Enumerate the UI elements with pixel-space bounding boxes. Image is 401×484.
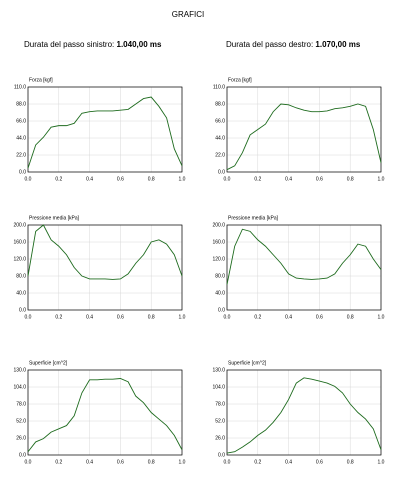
y-tick-label: 40.0 bbox=[16, 290, 26, 296]
y-tick-label: 120.0 bbox=[212, 256, 225, 262]
y-tick-label: 104.0 bbox=[13, 384, 26, 390]
x-tick-label: 0.4 bbox=[285, 314, 292, 320]
duration-value: 1.070,00 ms bbox=[315, 40, 360, 49]
x-tick-label: 0.0 bbox=[224, 459, 231, 465]
duration-label-text: Durata del passo destro: bbox=[226, 40, 313, 49]
x-tick-label: 0.4 bbox=[86, 176, 93, 182]
x-tick-label: 0.4 bbox=[86, 459, 93, 465]
y-tick-label: 160.0 bbox=[212, 239, 225, 245]
x-tick-label: 0.4 bbox=[285, 176, 292, 182]
x-tick-label: 0.8 bbox=[148, 176, 155, 182]
duration-label: Durata del passo destro: 1.070,00 ms bbox=[226, 40, 361, 49]
plot-frame bbox=[27, 86, 183, 173]
y-tick-label: 104.0 bbox=[212, 384, 225, 390]
x-tick-label: 0.2 bbox=[254, 176, 261, 182]
y-tick-label: 0.0 bbox=[218, 307, 225, 313]
data-line bbox=[226, 377, 382, 454]
y-tick-label: 52.0 bbox=[16, 418, 26, 424]
y-tick-label: 78.0 bbox=[16, 401, 26, 407]
x-tick-label: 0.8 bbox=[347, 314, 354, 320]
x-tick-label: 1.0 bbox=[179, 314, 186, 320]
y-tick-label: 80.0 bbox=[16, 273, 26, 279]
chart-title: Superficie [cm^2] bbox=[228, 360, 267, 366]
x-tick-label: 0.8 bbox=[148, 314, 155, 320]
x-tick-label: 0.6 bbox=[316, 459, 323, 465]
chart-title: Forza [kgf] bbox=[29, 77, 53, 83]
chart-title: Superficie [cm^2] bbox=[29, 360, 68, 366]
data-line bbox=[27, 378, 183, 453]
x-tick-label: 1.0 bbox=[378, 176, 385, 182]
x-tick-label: 0.8 bbox=[347, 176, 354, 182]
x-tick-label: 0.6 bbox=[117, 314, 124, 320]
chart-title: Forza [kgf] bbox=[228, 77, 252, 83]
x-tick-label: 0.4 bbox=[285, 459, 292, 465]
plot-frame bbox=[27, 369, 183, 456]
x-tick-label: 0.8 bbox=[148, 459, 155, 465]
x-tick-label: 0.2 bbox=[55, 176, 62, 182]
y-tick-label: 110.0 bbox=[213, 84, 225, 90]
x-tick-label: 1.0 bbox=[378, 314, 385, 320]
plot-frame bbox=[226, 86, 382, 173]
x-tick-label: 0.2 bbox=[254, 314, 261, 320]
x-tick-label: 0.2 bbox=[254, 459, 261, 465]
y-tick-label: 0.0 bbox=[19, 169, 26, 175]
x-tick-label: 0.6 bbox=[117, 176, 124, 182]
page-title: GRAFICI bbox=[172, 10, 204, 19]
y-tick-label: 40.0 bbox=[215, 290, 225, 296]
y-tick-label: 66.0 bbox=[215, 118, 225, 124]
x-tick-label: 1.0 bbox=[378, 459, 385, 465]
x-tick-label: 1.0 bbox=[179, 176, 186, 182]
y-tick-label: 44.0 bbox=[215, 135, 225, 141]
y-tick-label: 26.0 bbox=[215, 435, 225, 441]
plot-frame bbox=[226, 224, 382, 311]
x-tick-label: 0.4 bbox=[86, 314, 93, 320]
x-tick-label: 0.8 bbox=[347, 459, 354, 465]
x-tick-label: 0.0 bbox=[224, 314, 231, 320]
y-tick-label: 120.0 bbox=[13, 256, 26, 262]
duration-label: Durata del passo sinistro: 1.040,00 ms bbox=[24, 40, 162, 49]
y-tick-label: 200.0 bbox=[13, 222, 26, 228]
y-tick-label: 130.0 bbox=[212, 367, 225, 373]
duration-value: 1.040,00 ms bbox=[117, 40, 162, 49]
x-tick-label: 0.0 bbox=[25, 314, 32, 320]
x-tick-label: 0.0 bbox=[25, 459, 32, 465]
chart-title: Pressione media [kPa] bbox=[228, 215, 279, 221]
y-tick-label: 52.0 bbox=[215, 418, 225, 424]
x-tick-label: 0.6 bbox=[316, 314, 323, 320]
y-tick-label: 130.0 bbox=[13, 367, 26, 373]
y-tick-label: 110.0 bbox=[14, 84, 26, 90]
y-tick-label: 44.0 bbox=[16, 135, 26, 141]
y-tick-label: 0.0 bbox=[19, 307, 26, 313]
x-tick-label: 0.0 bbox=[224, 176, 231, 182]
y-tick-label: 26.0 bbox=[16, 435, 26, 441]
data-line bbox=[226, 228, 382, 285]
x-tick-label: 0.0 bbox=[25, 176, 32, 182]
x-tick-label: 0.2 bbox=[55, 459, 62, 465]
chart-title: Pressione media [kPa] bbox=[29, 215, 80, 221]
y-tick-label: 88.0 bbox=[16, 101, 26, 107]
y-tick-label: 0.0 bbox=[218, 452, 225, 458]
y-tick-label: 22.0 bbox=[215, 152, 225, 158]
duration-label-text: Durata del passo sinistro: bbox=[24, 40, 114, 49]
y-tick-label: 0.0 bbox=[218, 169, 225, 175]
data-line bbox=[27, 96, 183, 169]
x-tick-label: 0.6 bbox=[117, 459, 124, 465]
data-line bbox=[27, 224, 183, 280]
y-tick-label: 88.0 bbox=[215, 101, 225, 107]
x-tick-label: 0.2 bbox=[55, 314, 62, 320]
plot-frame bbox=[27, 224, 183, 311]
y-tick-label: 0.0 bbox=[19, 452, 26, 458]
data-line bbox=[226, 103, 382, 171]
y-tick-label: 66.0 bbox=[16, 118, 26, 124]
y-tick-label: 80.0 bbox=[215, 273, 225, 279]
x-tick-label: 0.6 bbox=[316, 176, 323, 182]
plot-frame bbox=[226, 369, 382, 456]
y-tick-label: 200.0 bbox=[212, 222, 225, 228]
y-tick-label: 160.0 bbox=[13, 239, 26, 245]
x-tick-label: 1.0 bbox=[179, 459, 186, 465]
y-tick-label: 78.0 bbox=[215, 401, 225, 407]
y-tick-label: 22.0 bbox=[16, 152, 26, 158]
